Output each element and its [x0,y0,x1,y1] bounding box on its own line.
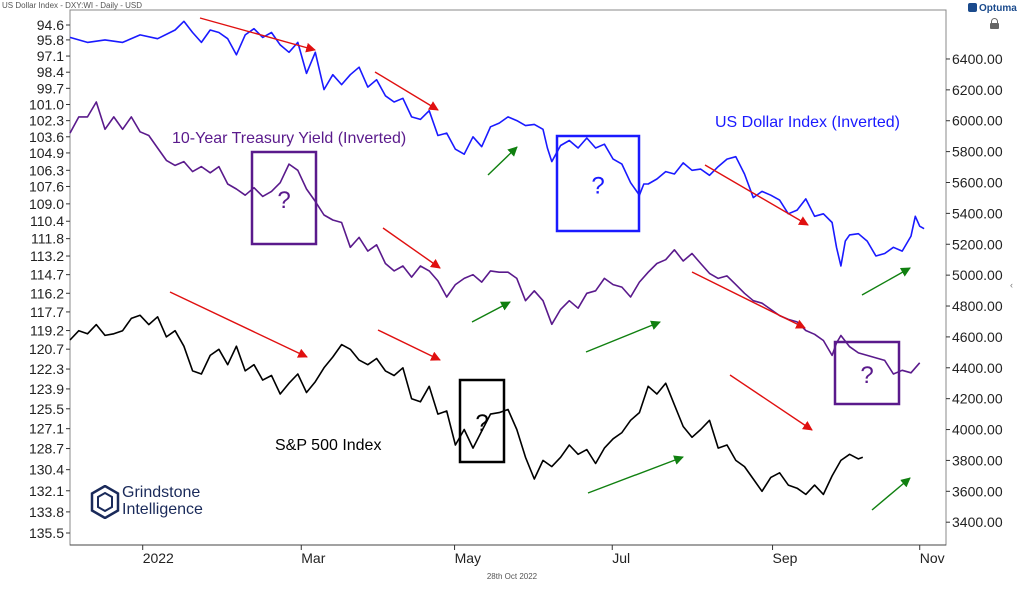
left-tick-label: 125.5 [29,401,64,417]
left-tick-label: 135.5 [29,525,64,541]
right-tick-label: 5400.00 [952,205,1003,221]
left-tick-label: 102.3 [29,113,64,129]
left-tick-label: 122.3 [29,361,64,377]
series-line [69,314,864,496]
right-tick-label: 5200.00 [952,236,1003,252]
left-tick-label: 97.1 [37,48,64,64]
left-tick-label: 123.9 [29,381,64,397]
down-trend-arrow [729,374,813,431]
highlight-box [833,340,901,406]
chart-date: 28th Oct 2022 [486,572,538,581]
optuma-brand: Optuma [968,3,1017,14]
left-tick-label: 94.6 [37,17,64,33]
left-tick-label: 116.2 [30,285,64,301]
left-tick-label: 111.8 [31,231,64,247]
highlight-box [555,134,641,233]
x-tick-label: Jul [612,550,630,566]
up-trend-arrow [861,267,911,296]
logo-line-2: Intelligence [122,501,203,518]
highlight-box [250,150,318,246]
question-mark-label: ? [860,362,873,389]
down-trend-arrow [169,291,308,358]
series-annotation-label: S&P 500 Index [275,437,381,454]
x-tick-label: May [455,550,481,566]
right-tick-label: 3400.00 [952,514,1003,530]
left-tick-label: 101.0 [29,96,64,112]
left-tick-label: 132.1 [29,483,64,499]
lock-icon[interactable] [990,18,999,29]
right-tick-label: 4800.00 [952,298,1003,314]
left-tick-label: 113.2 [30,248,64,264]
up-trend-arrow [587,455,684,494]
right-tick-label: 4400.00 [952,360,1003,376]
question-mark-label: ? [475,410,488,437]
left-tick-label: 128.7 [29,441,64,457]
left-tick-label: 106.3 [29,162,64,178]
chart-header-title: US Dollar Index - DXY:WI - Daily - USD [2,1,143,10]
up-trend-arrow [471,301,511,323]
collapse-panel-icon[interactable]: ‹ [1010,280,1013,290]
right-tick-label: 3800.00 [952,452,1003,468]
highlight-box [458,378,506,464]
question-mark-label: ? [277,187,290,214]
plot-frame [69,9,947,546]
optuma-logo-icon [968,3,977,12]
x-tick-label: 2022 [143,550,174,566]
left-tick-label: 103.6 [29,129,64,145]
right-tick-label: 5600.00 [952,174,1003,190]
down-trend-arrow [374,71,439,111]
left-tick-label: 127.1 [29,421,64,437]
right-tick-label: 6400.00 [952,51,1003,67]
brand-label: Optuma [979,3,1017,14]
left-tick-label: 120.7 [29,341,64,357]
logo-line-1: Grindstone [122,484,201,501]
right-tick-label: 3600.00 [952,483,1003,499]
down-trend-arrow [704,164,809,226]
question-mark-label: ? [591,173,604,200]
series-annotation-label: US Dollar Index (Inverted) [715,114,900,131]
right-tick-label: 5000.00 [952,267,1003,283]
down-trend-arrow [377,329,441,361]
left-tick-label: 107.6 [29,178,64,194]
x-tick-label: Mar [301,550,325,566]
x-tick-label: Sep [773,550,798,566]
right-tick-label: 4000.00 [952,422,1003,438]
right-tick-label: 6200.00 [952,82,1003,98]
left-tick-label: 114.7 [30,267,64,283]
left-tick-label: 104.9 [29,145,64,161]
grindstone-hex-icon [90,485,120,519]
left-tick-label: 119.2 [30,323,64,339]
left-tick-label: 110.4 [30,213,64,229]
right-tick-label: 4200.00 [952,391,1003,407]
up-trend-arrow [585,320,661,353]
right-tick-label: 6000.00 [952,113,1003,129]
left-tick-label: 98.4 [37,64,64,80]
left-tick-label: 95.8 [37,32,64,48]
left-tick-label: 130.4 [29,462,64,478]
right-tick-label: 5800.00 [952,144,1003,160]
right-tick-label: 4600.00 [952,329,1003,345]
down-trend-arrow [199,17,316,53]
left-tick-label: 99.7 [37,80,64,96]
up-trend-arrow [487,146,518,176]
down-trend-arrow [382,227,441,269]
left-tick-label: 133.8 [29,504,64,520]
series-annotation-label: 10-Year Treasury Yield (Inverted) [172,130,406,147]
up-trend-arrow [871,477,911,511]
left-tick-label: 109.0 [29,196,64,212]
series-line [69,20,925,267]
x-tick-label: Nov [920,550,945,566]
down-trend-arrow [691,271,806,329]
left-tick-label: 117.7 [30,304,64,320]
